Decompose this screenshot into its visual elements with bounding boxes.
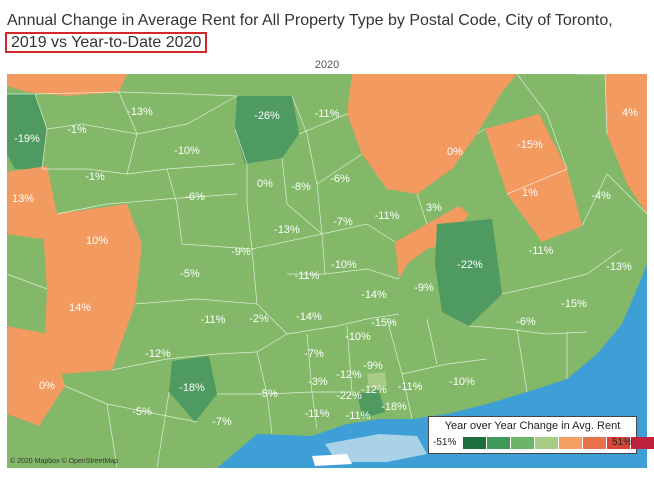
region-label: -11% [305, 408, 330, 420]
region-label: -6% [330, 173, 350, 185]
choropleth-map[interactable]: -19% -1% -13% -26% -11% 0% -15% 4% -10% … [7, 74, 647, 468]
region-label: -5% [258, 388, 278, 400]
region-label: -7% [212, 416, 232, 428]
legend-color-swatch [463, 437, 486, 449]
region-borders [7, 74, 647, 468]
region-label: -11% [375, 210, 400, 222]
region-label: 3% [426, 202, 442, 214]
region-label: 0% [39, 380, 55, 392]
region-label: -10% [174, 145, 200, 157]
region-north-orange[interactable] [7, 74, 127, 96]
region-label: -7% [333, 216, 353, 228]
legend-min-label: -51% [433, 437, 457, 448]
region-label: 10% [86, 235, 108, 247]
region-label: 0% [447, 146, 463, 158]
region-label: -19% [14, 133, 40, 145]
region-label: -11% [295, 270, 320, 282]
region-label: -22% [336, 390, 362, 402]
region-north-dark[interactable] [235, 96, 299, 164]
island-airport [312, 454, 352, 466]
legend-max-label: 51% [611, 437, 632, 448]
title-main: Annual Change in Average Rent for All Pr… [7, 12, 613, 29]
region-label: -22% [457, 259, 483, 271]
legend-title: Year over Year Change in Avg. Rent [444, 420, 621, 432]
region-label: -1% [85, 171, 105, 183]
region-label: -26% [254, 110, 280, 122]
region-orange-4[interactable] [605, 74, 647, 214]
map-svg: -19% -1% -13% -26% -11% 0% -15% 4% -10% … [7, 74, 647, 468]
region-label: -11% [529, 245, 554, 257]
region-ne-orange-0[interactable] [347, 74, 517, 194]
map-header: 2020 [314, 59, 340, 71]
region-label: -12% [145, 348, 171, 360]
region-label: -9% [363, 360, 383, 372]
region-label: -7% [304, 348, 324, 360]
region-label: -9% [414, 282, 434, 294]
region-label: -3% [308, 376, 328, 388]
region-dark-18[interactable] [169, 356, 217, 422]
color-legend[interactable]: Year over Year Change in Avg. Rent -51% … [428, 416, 654, 454]
region-label: -12% [336, 369, 362, 381]
map-attribution[interactable]: © 2020 Mapbox © OpenStreetMap [10, 458, 118, 465]
title-highlight: 2019 vs Year-to-Date 2020 [5, 32, 208, 53]
region-fills [7, 74, 647, 426]
region-label: -10% [345, 331, 371, 343]
region-label: -11% [346, 410, 371, 422]
region-label: -9% [231, 246, 251, 258]
region-label: 13% [12, 193, 34, 205]
legend-color-swatch [535, 437, 558, 449]
region-label: -15% [561, 298, 587, 310]
region-dark-22[interactable] [435, 219, 502, 326]
region-label: -12% [361, 384, 387, 396]
region-label: -11% [398, 381, 423, 393]
region-label: -5% [132, 406, 152, 418]
region-label: 4% [622, 107, 638, 119]
region-west-orange-10-14[interactable] [42, 204, 142, 374]
legend-color-swatch [607, 437, 630, 449]
region-label: -18% [179, 382, 205, 394]
legend-color-swatch [511, 437, 534, 449]
region-label: -14% [296, 311, 322, 323]
region-nw-dark[interactable] [7, 94, 47, 169]
region-dark-downtown[interactable] [357, 390, 385, 418]
region-label: -10% [449, 376, 475, 388]
region-label: 0% [257, 178, 273, 190]
region-label: -11% [201, 314, 226, 326]
region-sw-orange[interactable] [7, 326, 65, 426]
legend-color-ramp [463, 437, 654, 449]
legend-color-swatch [583, 437, 606, 449]
toronto-islands [325, 434, 427, 462]
region-label: -15% [371, 317, 397, 329]
region-label: -6% [185, 191, 205, 203]
region-label: -6% [516, 316, 536, 328]
region-label: -1% [67, 124, 87, 136]
region-labels: -19% -1% -13% -26% -11% 0% -15% 4% -10% … [12, 106, 638, 428]
region-label: -10% [331, 259, 357, 271]
chart-title: Annual Change in Average Rent for All Pr… [5, 10, 647, 54]
region-label: 1% [522, 187, 538, 199]
region-orange-1[interactable] [485, 114, 582, 242]
region-label: -13% [274, 224, 300, 236]
region-label: -14% [361, 289, 387, 301]
region-label: -13% [127, 106, 153, 118]
region-label: -5% [180, 268, 200, 280]
region-label: -4% [591, 190, 611, 202]
legend-color-swatch [487, 437, 510, 449]
region-label: 14% [69, 302, 91, 314]
region-label: -8% [291, 181, 311, 193]
region-label: -13% [606, 261, 632, 273]
region-light-downtown[interactable] [367, 372, 387, 388]
region-label: -15% [517, 139, 543, 151]
region-label: -18% [381, 401, 407, 413]
legend-color-swatch [559, 437, 582, 449]
region-label: -11% [315, 108, 340, 120]
legend-color-swatch [631, 437, 654, 449]
region-label: -2% [249, 313, 269, 325]
